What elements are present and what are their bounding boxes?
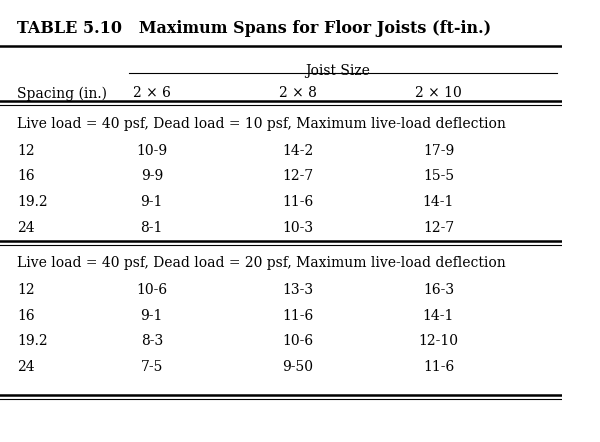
Text: 19.2: 19.2: [17, 334, 47, 348]
Text: 19.2: 19.2: [17, 195, 47, 209]
Text: 2 × 6: 2 × 6: [133, 86, 171, 100]
Text: TABLE 5.10   Maximum Spans for Floor Joists (ft-in.): TABLE 5.10 Maximum Spans for Floor Joist…: [17, 20, 491, 37]
Text: 10-6: 10-6: [136, 283, 167, 297]
Text: 14-1: 14-1: [423, 309, 454, 323]
Text: Live load = 40 psf, Dead load = 10 psf, Maximum live-load deflection: Live load = 40 psf, Dead load = 10 psf, …: [17, 117, 506, 131]
Text: 9-9: 9-9: [140, 169, 163, 183]
Text: 7-5: 7-5: [140, 360, 163, 374]
Text: 8-1: 8-1: [140, 221, 163, 235]
Text: 2 × 10: 2 × 10: [415, 86, 462, 100]
Text: 12-7: 12-7: [283, 169, 314, 183]
Text: 14-1: 14-1: [423, 195, 454, 209]
Text: 8-3: 8-3: [140, 334, 163, 348]
Text: 16-3: 16-3: [423, 283, 454, 297]
Text: 16: 16: [17, 309, 34, 323]
Text: 12-7: 12-7: [423, 221, 454, 235]
Text: 10-6: 10-6: [283, 334, 314, 348]
Text: 12-10: 12-10: [418, 334, 458, 348]
Text: 10-9: 10-9: [136, 144, 167, 158]
Text: Joist Size: Joist Size: [305, 64, 370, 78]
Text: 11-6: 11-6: [423, 360, 454, 374]
Text: 9-50: 9-50: [283, 360, 313, 374]
Text: 12: 12: [17, 283, 34, 297]
Text: 2 × 8: 2 × 8: [279, 86, 317, 100]
Text: 10-3: 10-3: [283, 221, 314, 235]
Text: 16: 16: [17, 169, 34, 183]
Text: Live load = 40 psf, Dead load = 20 psf, Maximum live-load deflection: Live load = 40 psf, Dead load = 20 psf, …: [17, 256, 506, 271]
Text: Spacing (in.): Spacing (in.): [17, 86, 107, 101]
Text: 24: 24: [17, 221, 34, 235]
Text: 9-1: 9-1: [140, 309, 163, 323]
Text: 15-5: 15-5: [423, 169, 454, 183]
Text: 24: 24: [17, 360, 34, 374]
Text: 14-2: 14-2: [283, 144, 314, 158]
Text: 13-3: 13-3: [283, 283, 314, 297]
Text: 11-6: 11-6: [283, 195, 314, 209]
Text: 9-1: 9-1: [140, 195, 163, 209]
Text: 17-9: 17-9: [423, 144, 454, 158]
Text: 11-6: 11-6: [283, 309, 314, 323]
Text: 12: 12: [17, 144, 34, 158]
